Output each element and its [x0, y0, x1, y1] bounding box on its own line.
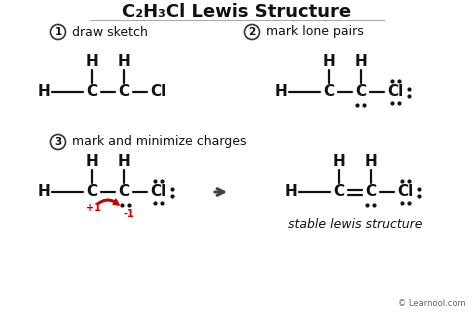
Text: © Learnool.com: © Learnool.com	[398, 299, 466, 308]
Text: H: H	[118, 154, 130, 169]
Text: C: C	[86, 85, 98, 100]
Text: Cl: Cl	[150, 85, 166, 100]
Text: H: H	[355, 55, 367, 70]
Text: C₂H₃Cl Lewis Structure: C₂H₃Cl Lewis Structure	[122, 3, 352, 21]
Text: C: C	[86, 184, 98, 199]
Text: Cl: Cl	[397, 184, 413, 199]
Text: 2: 2	[248, 27, 255, 37]
Text: H: H	[86, 154, 99, 169]
Text: H: H	[37, 184, 50, 199]
Text: H: H	[37, 85, 50, 100]
Text: H: H	[274, 85, 287, 100]
FancyArrowPatch shape	[97, 199, 119, 205]
Text: 1: 1	[55, 27, 62, 37]
Text: H: H	[118, 55, 130, 70]
Text: stable lewis structure: stable lewis structure	[288, 217, 422, 231]
Text: C: C	[118, 184, 129, 199]
Text: C: C	[323, 85, 335, 100]
Text: 3: 3	[55, 137, 62, 147]
Text: +1: +1	[86, 203, 100, 213]
Text: Cl: Cl	[150, 184, 166, 199]
Text: C: C	[118, 85, 129, 100]
Text: H: H	[284, 184, 297, 199]
Text: Cl: Cl	[387, 85, 403, 100]
Text: H: H	[365, 154, 377, 169]
Text: mark and minimize charges: mark and minimize charges	[72, 135, 246, 149]
Text: C: C	[365, 184, 376, 199]
Text: C: C	[356, 85, 366, 100]
Text: -1: -1	[124, 209, 134, 219]
Text: C: C	[333, 184, 345, 199]
Text: H: H	[86, 55, 99, 70]
Text: H: H	[333, 154, 346, 169]
Text: mark lone pairs: mark lone pairs	[266, 26, 364, 38]
Text: H: H	[323, 55, 336, 70]
Text: draw sketch: draw sketch	[72, 26, 148, 38]
